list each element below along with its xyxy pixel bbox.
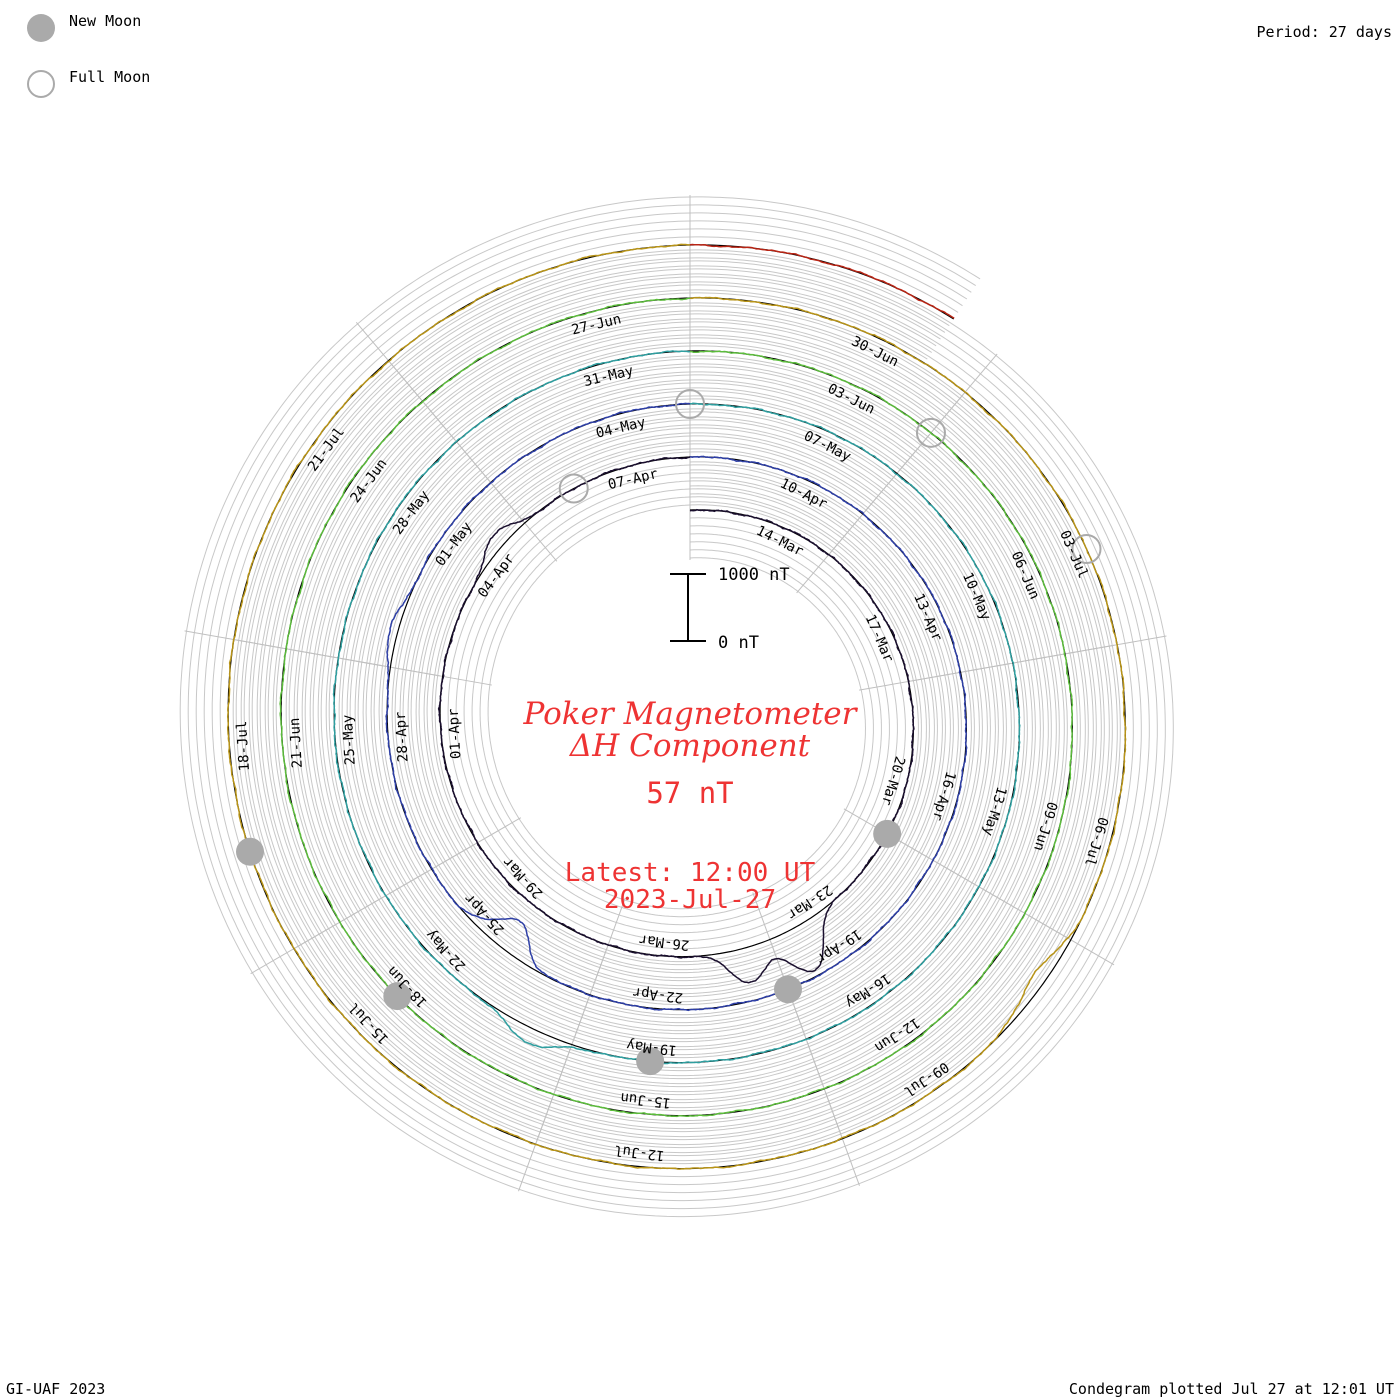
scale-bar-top-label: 1000 nT (718, 565, 790, 585)
spiral-gridline (275, 292, 1078, 1122)
full-moon-marker (675, 389, 705, 419)
spiral-gridline (179, 196, 1174, 1218)
full-moon-icon (27, 70, 55, 98)
spiral-gridline (187, 204, 1166, 1210)
full-moon-marker (558, 473, 589, 504)
chart-title-line1: Poker Magnetometer (523, 696, 857, 732)
new-moon-marker (383, 982, 412, 1011)
scale-bar-bottom-label: 0 nT (718, 633, 759, 653)
legend-full-moon-label: Full Moon (69, 68, 151, 86)
full-moon-marker (915, 417, 946, 448)
legend-new-moon-label: New Moon (69, 12, 142, 30)
legend-new-moon: New Moon (27, 12, 142, 42)
new-moon-icon (27, 14, 55, 42)
period-label: Period: 27 days (1256, 23, 1392, 41)
new-moon-marker (873, 819, 902, 848)
spiral-gridline (195, 212, 1158, 1202)
date-tick-label: 15-Jun (620, 1089, 672, 1111)
delta-h-trace-revolution (279, 297, 1074, 1118)
spiral-gridline (267, 284, 1086, 1130)
date-tick-label: 03-Jul (1056, 528, 1091, 581)
spiral-gridline (251, 268, 1102, 1146)
baseline-spiral (227, 244, 1126, 1170)
date-tick-label: 26-Mar (638, 931, 690, 953)
spiral-gridline (203, 220, 1150, 1194)
spiral-gridline (259, 276, 1094, 1138)
new-moon-marker (235, 837, 264, 866)
delta-h-trace-revolution (437, 456, 915, 984)
date-tick-label: 21-Jun (287, 717, 306, 768)
spiral-gridline (235, 252, 1118, 1162)
new-moon-marker (636, 1047, 665, 1076)
delta-h-trace-revolution (226, 243, 1127, 1170)
delta-h-trace-revolution (332, 350, 1021, 1065)
date-tick-label: 28-Apr (393, 711, 412, 762)
date-tick-label: 14-Mar (754, 523, 806, 560)
spiral-gridlines (179, 196, 1174, 1218)
delta-h-trace (226, 243, 1127, 1170)
current-value: 57 nT (646, 776, 734, 810)
new-moon-marker (774, 975, 803, 1004)
moon-phase-markers (235, 389, 1102, 1076)
delta-h-trace-revolution (385, 402, 968, 1012)
date-tick-label: 19-May (626, 1036, 678, 1058)
footer-plot-time: Condegram plotted Jul 27 at 12:01 UT (1068, 1380, 1394, 1398)
date-tick-label: 18-Jul (234, 720, 253, 771)
date-tick-label: 22-Apr (632, 984, 684, 1006)
scale-bar: 1000 nT 0 nT (670, 565, 790, 653)
latest-date: 2023-Jul-27 (603, 885, 777, 915)
date-tick-label: 30-Jun (849, 333, 901, 370)
legend-full-moon: Full Moon (27, 68, 151, 98)
spiral-gridline (211, 228, 1142, 1186)
date-tick-label: 12-Jul (613, 1142, 665, 1164)
date-tick-label: 01-Apr (446, 708, 465, 759)
chart-title-line2: ΔH Component (569, 728, 811, 764)
spiral-gridline (243, 260, 1110, 1154)
chart-title: Poker Magnetometer ΔH Component (440, 698, 940, 762)
full-moon-marker (1071, 533, 1102, 564)
date-tick-label: 25-May (340, 714, 359, 765)
delta-h-trace-revolution (689, 243, 955, 319)
footer-credit: GI-UAF 2023 (6, 1380, 106, 1398)
latest-time: Latest: 12:00 UT (564, 858, 816, 888)
baseline-spiral (227, 244, 1126, 1170)
latest-timestamp: Latest: 12:00 UT 2023-Jul-27 (440, 860, 940, 914)
spiral-gridline (219, 236, 1134, 1178)
